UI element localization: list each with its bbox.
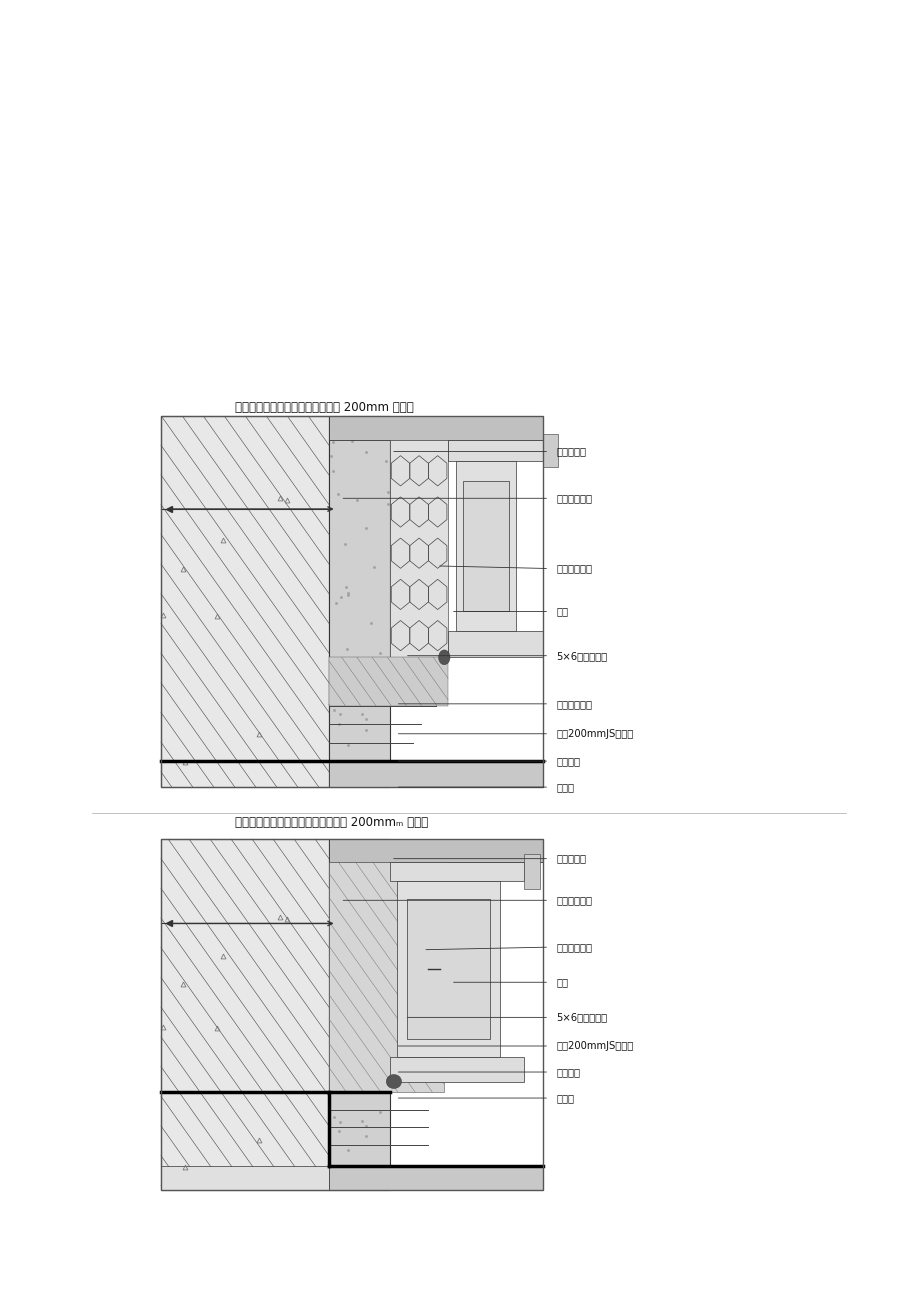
Text: 外扩200mmJS防水剂: 外扩200mmJS防水剂 [556,1041,633,1051]
Bar [161,416,329,787]
Text: 堆充防水砂浆: 堆充防水砂浆 [556,942,592,952]
Text: 5×6中性密封胶: 5×6中性密封胶 [556,1012,607,1023]
Text: 聚氨酯发泡剂: 聚氨酯发泡剂 [556,563,592,574]
Text: 窗框: 窗框 [556,606,568,617]
Ellipse shape [386,1075,401,1089]
Bar [448,631,542,657]
Text: 尼龙膨胀螺钉: 尼龙膨胀螺钉 [556,493,592,503]
Text: 混凝土: 混凝土 [556,1093,574,1103]
Text: 水泥沙浆层: 水泥沙浆层 [556,446,586,457]
Text: 外装饰层: 外装饰层 [556,756,580,766]
Bar [329,1166,542,1190]
Text: 尼龙膨胀螺钉: 尼龙膨胀螺钉 [556,895,592,905]
Bar [329,416,542,441]
Text: 5×6中性密封胶: 5×6中性密封胶 [556,650,607,661]
Bar [329,839,542,863]
Text: 外装饰层: 外装饰层 [556,1067,580,1077]
Text: 防水砂浆塞缝节点（窗框下口及两侧 200mmₘ 以下）: 防水砂浆塞缝节点（窗框下口及两侧 200mmₘ 以下） [234,816,427,829]
Bar [390,1056,524,1081]
Bar [161,839,329,1190]
Text: 水泥沙浆层: 水泥沙浆层 [556,853,586,864]
Bar [161,416,542,787]
Bar [524,855,539,889]
Bar [329,416,390,787]
Text: 窗框: 窗框 [556,977,568,987]
Bar [462,481,508,611]
Bar [329,839,390,1190]
Text: 堆充防水砂浆: 堆充防水砂浆 [556,699,592,709]
Bar [161,1166,329,1190]
Bar [329,657,448,705]
Bar [448,441,542,461]
Bar [390,441,448,657]
Bar [161,839,542,1190]
Bar [396,881,500,1056]
Bar [455,461,516,631]
Bar [329,863,443,1092]
Text: 外扩200mmJS防水剂: 外扩200mmJS防水剂 [556,729,633,739]
Text: 混凝土: 混凝土 [556,782,574,792]
Bar [329,761,542,787]
Bar [390,863,524,881]
Ellipse shape [438,650,449,665]
Bar [542,435,558,467]
Text: 发泡剂塞缝节点（窗框上口及两侧 200mm 以上）: 发泡剂塞缝节点（窗框上口及两侧 200mm 以上） [234,401,413,414]
Bar [407,899,490,1039]
